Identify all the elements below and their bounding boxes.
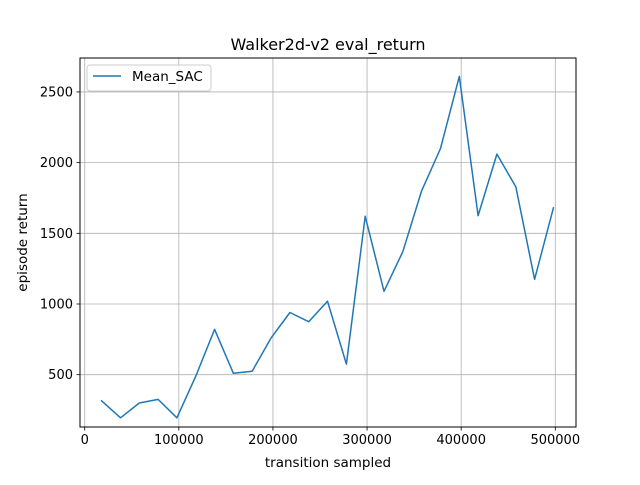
y-tick-label: 1500 <box>40 227 73 242</box>
y-tick-label: 1000 <box>40 298 73 313</box>
y-axis-label: episode return <box>15 193 31 291</box>
legend: Mean_SAC <box>87 65 211 91</box>
x-tick-label: 300000 <box>342 433 392 448</box>
y-tick-label: 2000 <box>40 156 73 171</box>
x-tick-label: 100000 <box>154 433 204 448</box>
y-tick-label: 2500 <box>40 85 73 100</box>
x-tick-label: 500000 <box>530 433 580 448</box>
x-tick-label: 200000 <box>248 433 298 448</box>
x-tick-label: 0 <box>81 433 89 448</box>
chart-title: Walker2d-v2 eval_return <box>230 35 425 55</box>
legend-label-mean-sac: Mean_SAC <box>132 69 203 85</box>
x-tick-label: 400000 <box>436 433 486 448</box>
y-tick-label: 500 <box>48 368 73 383</box>
x-axis-label: transition sampled <box>265 455 391 471</box>
